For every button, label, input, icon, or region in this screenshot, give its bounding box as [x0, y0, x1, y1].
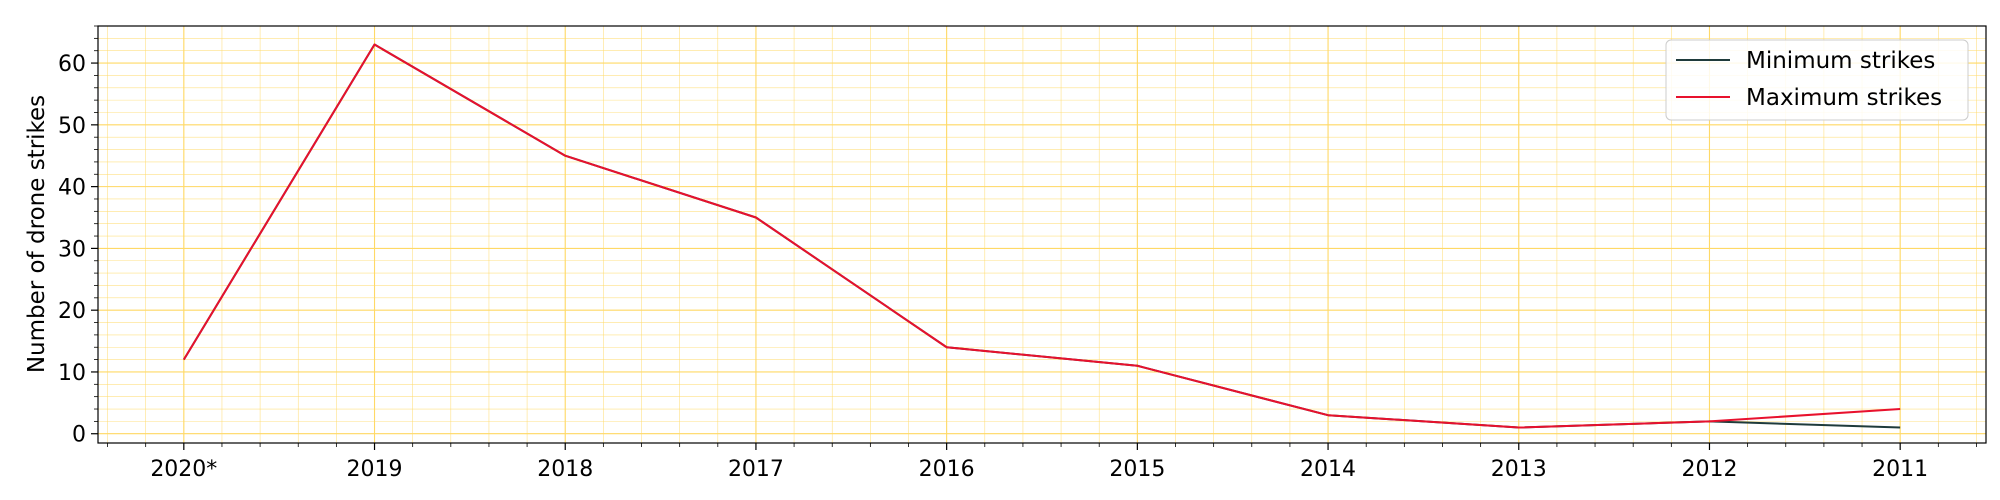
series-line-maximum-strikes — [182, 43, 1901, 429]
y-axis-label: Number of drone strikes — [24, 95, 50, 373]
y-tick-label: 20 — [58, 299, 86, 324]
legend-box — [1665, 39, 1969, 121]
x-tick-label: 2018 — [537, 457, 593, 482]
y-tick-label: 50 — [58, 114, 86, 139]
x-tick-label: 2014 — [1300, 457, 1356, 482]
y-tick-label: 40 — [58, 176, 86, 201]
legend: Minimum strikes Maximum strikes — [1665, 39, 1969, 121]
x-tick-label: 2016 — [919, 457, 975, 482]
x-tick-label: 2017 — [728, 457, 784, 482]
x-tick-label: 2015 — [1109, 457, 1165, 482]
grid — [98, 25, 1986, 443]
legend-label-maximum-strikes: Maximum strikes — [1746, 85, 1942, 111]
y-tick-label: 10 — [58, 361, 86, 386]
x-tick-label: 2012 — [1681, 457, 1737, 482]
axis-ticks — [91, 25, 1977, 450]
y-tick-label: 60 — [58, 52, 86, 77]
x-tick-label: 2013 — [1491, 457, 1547, 482]
y-tick-label: 30 — [58, 237, 86, 262]
x-tick-label: 2020* — [150, 457, 217, 482]
x-tick-label: 2011 — [1872, 457, 1928, 482]
legend-label-minimum-strikes: Minimum strikes — [1746, 48, 1935, 74]
y-tick-label: 0 — [72, 423, 86, 448]
x-axis-tick-labels: 2020* 2019 2018 2017 2016 2015 2014 2013 2012 201… — [150, 457, 1928, 482]
plot-frame — [97, 25, 1987, 444]
x-tick-label: 2019 — [347, 457, 403, 482]
y-axis-tick-labels: 0 10 20 30 40 50 60 — [58, 52, 86, 448]
series-lines — [182, 43, 1901, 429]
